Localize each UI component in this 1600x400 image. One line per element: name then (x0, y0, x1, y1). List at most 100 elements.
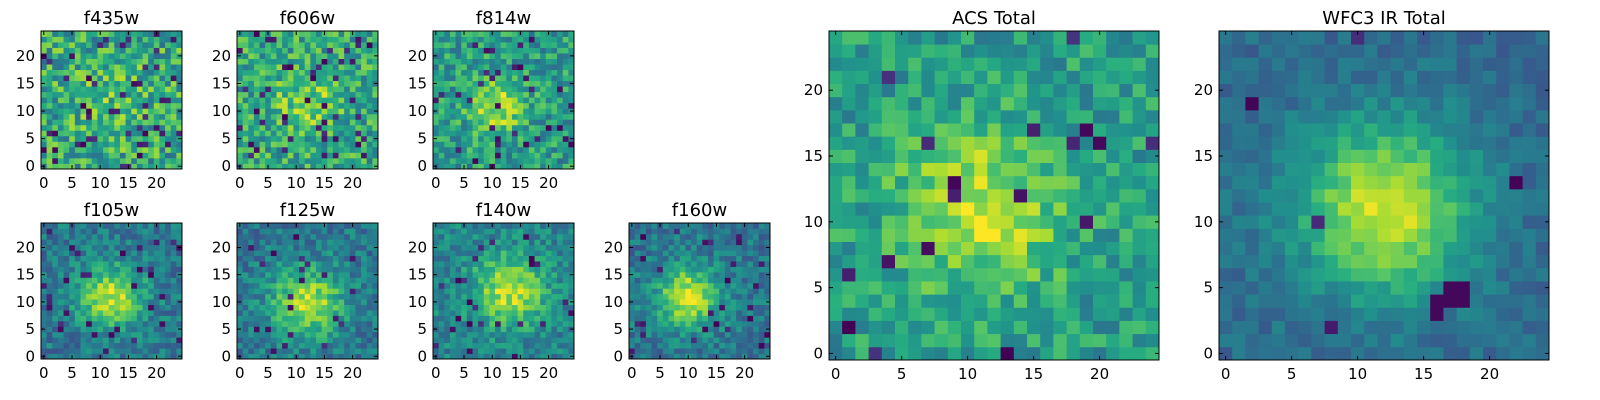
heatmap-cell (551, 163, 558, 170)
heatmap-cell (489, 255, 496, 262)
heatmap-cell (545, 80, 552, 87)
heatmap-cell (868, 149, 883, 163)
heatmap-cell (629, 282, 636, 289)
heatmap-cell (57, 299, 64, 305)
heatmap-cell (540, 47, 547, 54)
heatmap-cell (304, 320, 311, 327)
heatmap-cell (91, 250, 98, 257)
heatmap-cell (332, 157, 339, 164)
heatmap-cell (562, 124, 569, 131)
heatmap-cell (868, 346, 883, 361)
heatmap-cell (1013, 267, 1028, 282)
heatmap-cell (299, 42, 306, 48)
heatmap-cell (74, 102, 81, 109)
heatmap-cell (114, 342, 121, 349)
heatmap-cell (131, 293, 138, 300)
heatmap-cell (248, 348, 255, 354)
heatmap-cell (159, 348, 166, 354)
heatmap-cell (125, 47, 132, 54)
heatmap-cell (1106, 188, 1120, 203)
heatmap-cell (349, 97, 356, 104)
heatmap-cell (332, 31, 339, 37)
heatmap-cell (674, 310, 681, 316)
heatmap-cell (707, 326, 714, 333)
heatmap-cell (495, 288, 502, 295)
heatmap-cell (528, 141, 535, 148)
heatmap-cell (63, 348, 70, 354)
heatmap-cell (741, 320, 748, 327)
heatmap-cell (517, 64, 524, 71)
heatmap-cell (551, 69, 558, 76)
heatmap-cell (46, 42, 53, 48)
heatmap-cell (355, 146, 362, 153)
heatmap-cell (517, 288, 524, 295)
heatmap-cell (557, 261, 564, 267)
heatmap-cell (52, 337, 59, 344)
heatmap-cell (114, 223, 121, 229)
heatmap-cell (478, 250, 485, 257)
heatmap-cell (730, 315, 737, 322)
heatmap-cell (1027, 294, 1041, 308)
heatmap-cell (764, 223, 771, 229)
heatmap-cell (332, 223, 339, 229)
heatmap-cell (242, 113, 249, 120)
heatmap-cell (338, 113, 345, 120)
heatmap-cell (540, 97, 547, 104)
heatmap-cell (253, 102, 260, 109)
heatmap-cell (97, 299, 104, 305)
heatmap-cell (355, 102, 362, 109)
heatmap-cell (455, 337, 462, 344)
heatmap-cell (974, 320, 988, 335)
heatmap-cell (176, 141, 183, 148)
heatmap-cell (366, 36, 373, 43)
heatmap-cell (1132, 333, 1147, 348)
heatmap-cell (165, 282, 172, 289)
heatmap-cell (119, 271, 126, 278)
heatmap-cell (248, 42, 255, 48)
heatmap-cell (1027, 333, 1041, 348)
heatmap-cell (657, 342, 664, 349)
heatmap-cell (349, 130, 356, 137)
heatmap-cell (562, 108, 569, 115)
heatmap-cell (506, 250, 513, 257)
heatmap-cell (500, 69, 507, 76)
heatmap-cell (315, 244, 322, 251)
heatmap-cell (57, 239, 64, 246)
heatmap-cell (253, 58, 260, 65)
heatmap-cell (466, 277, 473, 284)
heatmap-cell (562, 58, 569, 65)
heatmap-cell (472, 304, 479, 311)
heatmap-cell (1000, 346, 1015, 361)
heatmap-cell (713, 342, 720, 349)
y-tick-label: 10 (212, 102, 231, 120)
heatmap-cell (506, 152, 513, 159)
heatmap-cell (747, 353, 754, 360)
heatmap-cell (265, 299, 272, 305)
heatmap-cell (310, 53, 317, 59)
heatmap-cell (153, 80, 160, 87)
heatmap-cell (449, 53, 456, 59)
heatmap-cell (287, 113, 294, 120)
heatmap-cell (1079, 346, 1094, 361)
heatmap-cell (159, 255, 166, 262)
heatmap-cell (1093, 215, 1107, 229)
heatmap-cell (253, 75, 260, 82)
heatmap-cell (741, 261, 748, 267)
heatmap-cell (568, 277, 575, 284)
heatmap-cell (438, 141, 445, 148)
heatmap-cell (57, 288, 64, 295)
heatmap-cell (506, 102, 513, 109)
heatmap-cell (534, 233, 541, 240)
heatmap-cell (253, 223, 260, 229)
heatmap-cell (506, 266, 513, 273)
heatmap-cell (97, 97, 104, 104)
heatmap-cell (170, 353, 177, 360)
heatmap-cell (276, 58, 283, 65)
heatmap-cell (259, 86, 266, 93)
heatmap-cell (730, 239, 737, 246)
heatmap-cell (500, 135, 507, 142)
heatmap-cell (170, 124, 177, 131)
heatmap-cell (562, 353, 569, 360)
heatmap-cell (355, 152, 362, 159)
